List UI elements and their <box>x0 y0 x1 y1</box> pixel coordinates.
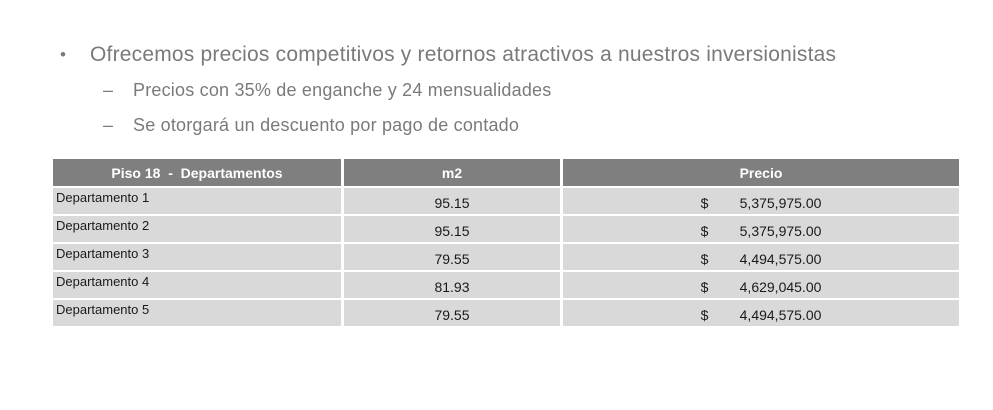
dash-marker-icon: – <box>103 80 114 100</box>
table-header-precio: Precio <box>563 159 959 186</box>
currency-symbol: $ <box>700 194 709 211</box>
price-value: 4,494,575.00 <box>739 306 822 323</box>
table-header-m2: m2 <box>344 159 560 186</box>
table-cell-name: Departamento 2 <box>53 216 341 242</box>
sub-bullet-item-1: – Precios con 35% de enganche y 24 mensu… <box>103 79 923 102</box>
table-cell-m2: 79.55 <box>344 300 560 326</box>
sub-bullet-text: Se otorgará un descuento por pago de con… <box>133 115 520 135</box>
bullet-item-main: • Ofrecemos precios competitivos y retor… <box>58 42 968 68</box>
currency-symbol: $ <box>700 222 709 239</box>
table-cell-price: $ 4,494,575.00 <box>563 300 959 326</box>
table-cell-price: $ 4,494,575.00 <box>563 244 959 270</box>
bullet-text: Ofrecemos precios competitivos y retorno… <box>90 43 837 66</box>
table-cell-price: $ 5,375,975.00 <box>563 188 959 214</box>
table-cell-m2: 81.93 <box>344 272 560 298</box>
price-value: 4,494,575.00 <box>739 250 822 267</box>
bullet-marker-icon: • <box>60 45 67 64</box>
price-value: 4,629,045.00 <box>739 278 822 295</box>
price-value: 5,375,975.00 <box>739 194 822 211</box>
pricing-table: Piso 18 - Departamentos m2 Precio Depart… <box>53 159 962 326</box>
table-cell-name: Departamento 3 <box>53 244 341 270</box>
table-cell-m2: 79.55 <box>344 244 560 270</box>
table-cell-m2: 95.15 <box>344 188 560 214</box>
table-cell-price: $ 5,375,975.00 <box>563 216 959 242</box>
table-cell-price: $ 4,629,045.00 <box>563 272 959 298</box>
currency-symbol: $ <box>700 278 709 295</box>
currency-symbol: $ <box>700 250 709 267</box>
table-header-departamentos: Piso 18 - Departamentos <box>53 159 341 186</box>
table-cell-name: Departamento 4 <box>53 272 341 298</box>
dash-marker-icon: – <box>103 115 114 135</box>
currency-symbol: $ <box>700 306 709 323</box>
sub-bullet-text: Precios con 35% de enganche y 24 mensual… <box>133 80 552 100</box>
table-cell-name: Departamento 1 <box>53 188 341 214</box>
sub-bullet-item-2: – Se otorgará un descuento por pago de c… <box>103 114 923 137</box>
table-cell-m2: 95.15 <box>344 216 560 242</box>
price-value: 5,375,975.00 <box>739 222 822 239</box>
table-cell-name: Departamento 5 <box>53 300 341 326</box>
